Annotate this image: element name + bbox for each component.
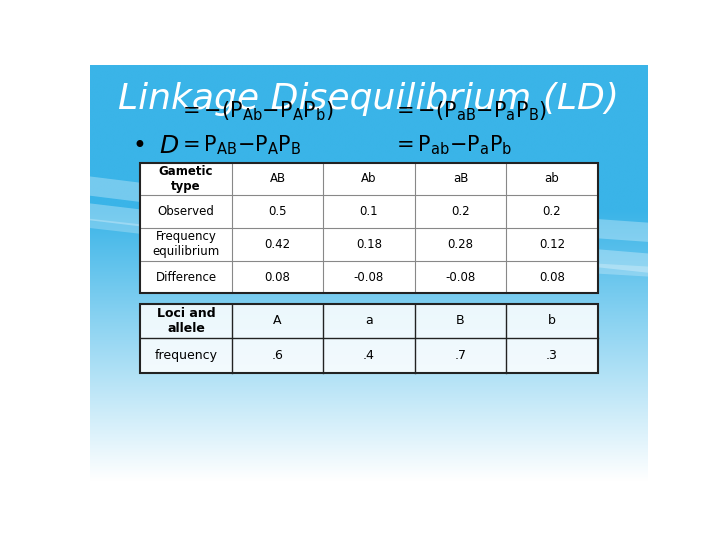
Text: B: B bbox=[456, 314, 465, 327]
Bar bbox=[140, 163, 598, 294]
Text: -0.08: -0.08 bbox=[446, 271, 476, 284]
Text: D: D bbox=[160, 134, 179, 158]
Text: b: b bbox=[548, 314, 556, 327]
Bar bbox=[140, 303, 598, 373]
Text: .7: .7 bbox=[454, 349, 467, 362]
Text: $\mathdefault{=\mathrm{-(}P_{aB}\mathrm{-}P_aP_B\mathrm{)}}$: $\mathdefault{=\mathrm{-(}P_{aB}\mathrm{… bbox=[392, 99, 547, 123]
Text: Loci and
allele: Loci and allele bbox=[157, 307, 215, 335]
Bar bbox=[140, 303, 598, 373]
Text: aB: aB bbox=[453, 172, 468, 185]
Text: Linkage Disequilibrium (LD): Linkage Disequilibrium (LD) bbox=[119, 83, 619, 117]
Bar bbox=[140, 163, 598, 294]
Text: 0.5: 0.5 bbox=[269, 205, 287, 218]
Text: Difference: Difference bbox=[156, 271, 217, 284]
Text: 0.18: 0.18 bbox=[356, 238, 382, 251]
Text: a: a bbox=[365, 314, 373, 327]
Text: 0.12: 0.12 bbox=[539, 238, 565, 251]
Text: Observed: Observed bbox=[158, 205, 215, 218]
Text: AB: AB bbox=[269, 172, 286, 185]
Text: 0.08: 0.08 bbox=[539, 271, 564, 284]
Text: 0.08: 0.08 bbox=[265, 271, 290, 284]
Text: 0.2: 0.2 bbox=[451, 205, 469, 218]
Text: .6: .6 bbox=[271, 349, 284, 362]
Text: -0.08: -0.08 bbox=[354, 271, 384, 284]
Text: 0.1: 0.1 bbox=[360, 205, 378, 218]
Text: 0.2: 0.2 bbox=[543, 205, 561, 218]
Text: frequency: frequency bbox=[155, 349, 217, 362]
Polygon shape bbox=[90, 204, 648, 273]
Text: 0.42: 0.42 bbox=[264, 238, 291, 251]
Text: 0.28: 0.28 bbox=[447, 238, 474, 251]
Polygon shape bbox=[90, 177, 648, 242]
Text: $\mathdefault{=\mathrm{-(}P_{Ab}\mathrm{-}P_AP_b\mathrm{)}}$: $\mathdefault{=\mathrm{-(}P_{Ab}\mathrm{… bbox=[178, 99, 333, 123]
Text: $\mathdefault{=P_{AB}\mathrm{-}P_AP_B}$: $\mathdefault{=P_{AB}\mathrm{-}P_AP_B}$ bbox=[178, 134, 301, 158]
Polygon shape bbox=[90, 219, 648, 276]
Text: ab: ab bbox=[544, 172, 559, 185]
Text: $\mathdefault{=P_{ab}\mathrm{-}P_aP_b}$: $\mathdefault{=P_{ab}\mathrm{-}P_aP_b}$ bbox=[392, 134, 513, 158]
Text: .3: .3 bbox=[546, 349, 558, 362]
Text: .4: .4 bbox=[363, 349, 375, 362]
Text: Frequency
equilibrium: Frequency equilibrium bbox=[153, 231, 220, 259]
Text: Ab: Ab bbox=[361, 172, 377, 185]
Text: •: • bbox=[132, 134, 146, 158]
Text: A: A bbox=[274, 314, 282, 327]
Text: Gametic
type: Gametic type bbox=[159, 165, 213, 193]
